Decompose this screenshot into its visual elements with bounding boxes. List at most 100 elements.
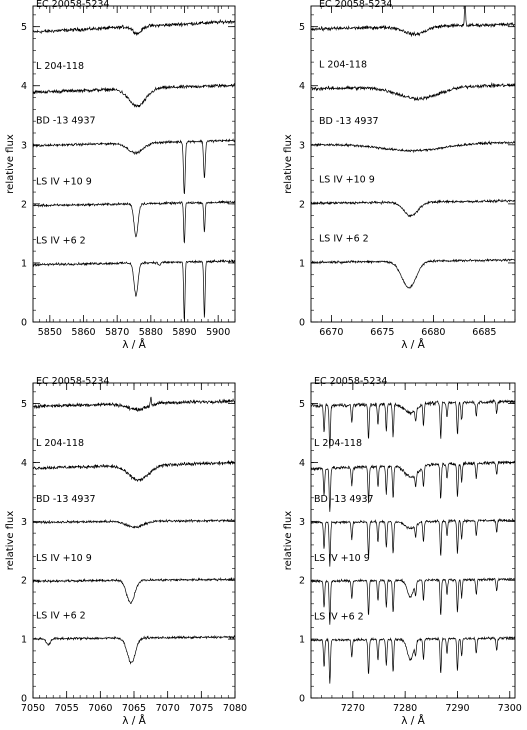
y-tick-label: 4 bbox=[21, 458, 27, 469]
y-axis-label: relative flux bbox=[5, 134, 16, 194]
spectrum-bd-13-4937 bbox=[311, 140, 515, 154]
y-tick-label: 2 bbox=[21, 576, 27, 587]
x-tick-label: 7075 bbox=[189, 703, 213, 714]
x-tick-label: 7065 bbox=[122, 703, 146, 714]
plot-frame bbox=[32, 5, 236, 323]
y-tick-label: 1 bbox=[299, 258, 305, 269]
spectrum-bd-13-4937 bbox=[33, 518, 235, 529]
spectrum-l-204-118 bbox=[33, 459, 235, 483]
y-tick-label: 2 bbox=[299, 199, 305, 210]
y-tick-label: 0 bbox=[21, 318, 27, 329]
spectrum-bd-13-4937 bbox=[33, 138, 235, 194]
x-tick-label: 5890 bbox=[172, 327, 196, 338]
series-label-ec-20058-5234: EC 20058-5234 bbox=[319, 0, 392, 10]
series-label-ls-iv-10-9: LS IV +10 9 bbox=[319, 175, 375, 186]
y-tick-label: 4 bbox=[299, 458, 305, 469]
spectrum-ls-iv-6-2 bbox=[311, 258, 515, 289]
chart-panel-bottom-right: 7270 7280 7290 7300 0 1 2 3 4 5 λ / Å relative flux… bbox=[283, 376, 522, 727]
x-tick-label: 6680 bbox=[421, 327, 445, 338]
spectrum-ls-iv-6-2 bbox=[33, 634, 235, 665]
series-label-bd-13-4937: BD -13 4937 bbox=[319, 116, 379, 127]
y-tick-label: 5 bbox=[299, 399, 305, 410]
y-tick-label: 0 bbox=[299, 694, 305, 705]
x-tick-label: 5850 bbox=[38, 327, 62, 338]
spectrum-ls-iv-10-9 bbox=[33, 576, 235, 604]
chart-panel-top-left: 5850 5860 5870 5880 5890 5900 0 1 2 3 4 5 λ / Å relat… bbox=[5, 0, 236, 351]
y-tick-label: 1 bbox=[21, 635, 27, 646]
series-label-ls-iv-10-9: LS IV +10 9 bbox=[36, 553, 92, 564]
x-tick-label: 7055 bbox=[55, 703, 79, 714]
spectrum-ec-20058-5234 bbox=[33, 396, 235, 412]
x-axis-label: λ / Å bbox=[122, 714, 146, 727]
y-tick-label: 3 bbox=[21, 140, 27, 151]
x-tick-label: 7060 bbox=[88, 703, 112, 714]
series-label-bd-13-4937: BD -13 4937 bbox=[36, 494, 96, 505]
spectrum-l-204-118 bbox=[311, 460, 515, 512]
plot-frame bbox=[310, 5, 516, 323]
x-tick-label: 7050 bbox=[21, 703, 45, 714]
series-label-l-204-118: L 204-118 bbox=[319, 59, 367, 70]
series-label-ls-iv-10-9: LS IV +10 9 bbox=[314, 553, 370, 564]
chart-panel-bottom-left: 7050 7055 7060 7065 7070 7075 7080 0 1 2 3 4 5 λ / Å r… bbox=[5, 376, 247, 727]
x-tick-label: 7070 bbox=[156, 703, 180, 714]
x-tick-label: 7270 bbox=[341, 703, 365, 714]
spectrum-ec-20058-5234 bbox=[33, 18, 235, 36]
spectrum-ls-iv-10-9 bbox=[311, 198, 515, 218]
y-axis-label: relative flux bbox=[5, 511, 16, 571]
x-tick-label: 5900 bbox=[206, 327, 230, 338]
y-tick-label: 2 bbox=[21, 199, 27, 210]
x-tick-label: 7290 bbox=[445, 703, 469, 714]
series-label-l-204-118: L 204-118 bbox=[314, 438, 362, 449]
spectrum-ls-iv-10-9 bbox=[33, 199, 235, 244]
series-label-ls-iv-6-2: LS IV +6 2 bbox=[319, 234, 369, 245]
spectrum-ls-iv-6-2 bbox=[33, 258, 235, 321]
spectrum-ls-iv-6-2 bbox=[311, 635, 515, 684]
y-tick-label: 5 bbox=[21, 399, 27, 410]
x-tick-label: 6675 bbox=[370, 327, 394, 338]
x-tick-label: 5860 bbox=[71, 327, 95, 338]
y-tick-label: 5 bbox=[299, 22, 305, 33]
y-tick-label: 5 bbox=[21, 22, 27, 33]
plot-frame bbox=[32, 382, 236, 699]
y-axis-label: relative flux bbox=[283, 511, 294, 571]
y-axis-label: relative flux bbox=[283, 134, 294, 194]
y-tick-label: 4 bbox=[21, 81, 27, 92]
chart-panel-top-right: 6670 6675 6680 6685 0 1 2 3 4 5 λ / Å relative flux… bbox=[283, 0, 516, 351]
spectrum-ec-20058-5234 bbox=[311, 6, 515, 38]
x-tick-label: 5870 bbox=[105, 327, 129, 338]
series-label-ls-iv-6-2: LS IV +6 2 bbox=[36, 611, 86, 622]
y-tick-label: 1 bbox=[21, 258, 27, 269]
x-tick-label: 7300 bbox=[498, 703, 522, 714]
x-tick-label: 7280 bbox=[393, 703, 417, 714]
series-label-bd-13-4937: BD -13 4937 bbox=[314, 494, 374, 505]
y-tick-label: 3 bbox=[21, 517, 27, 528]
series-label-ec-20058-5234: EC 20058-5234 bbox=[36, 0, 109, 10]
x-tick-label: 7080 bbox=[223, 703, 247, 714]
x-axis-label: λ / Å bbox=[401, 714, 425, 727]
series-label-ec-20058-5234: EC 20058-5234 bbox=[314, 376, 387, 387]
x-tick-label: 6685 bbox=[472, 327, 496, 338]
plot-frame bbox=[310, 382, 516, 699]
y-tick-label: 3 bbox=[299, 517, 305, 528]
series-label-l-204-118: L 204-118 bbox=[36, 438, 84, 449]
series-label-ec-20058-5234: EC 20058-5234 bbox=[36, 376, 109, 387]
y-tick-label: 0 bbox=[299, 318, 305, 329]
x-tick-label: 6670 bbox=[319, 327, 343, 338]
spectrum-ec-20058-5234 bbox=[311, 398, 515, 449]
spectrum-bd-13-4937 bbox=[311, 517, 515, 567]
y-tick-label: 0 bbox=[21, 694, 27, 705]
y-tick-label: 2 bbox=[299, 576, 305, 587]
series-label-ls-iv-6-2: LS IV +6 2 bbox=[36, 235, 86, 246]
x-axis-label: λ / Å bbox=[401, 338, 425, 351]
series-label-bd-13-4937: BD -13 4937 bbox=[36, 116, 96, 127]
y-tick-label: 4 bbox=[299, 81, 305, 92]
series-label-ls-iv-6-2: LS IV +6 2 bbox=[314, 612, 364, 623]
spectrum-l-204-118 bbox=[33, 83, 235, 108]
y-tick-label: 1 bbox=[299, 635, 305, 646]
y-tick-label: 3 bbox=[299, 140, 305, 151]
series-label-ls-iv-10-9: LS IV +10 9 bbox=[36, 176, 92, 187]
spectrum-ls-iv-10-9 bbox=[311, 577, 515, 625]
spectrum-l-204-118 bbox=[311, 82, 515, 102]
x-axis-label: λ / Å bbox=[122, 338, 146, 351]
